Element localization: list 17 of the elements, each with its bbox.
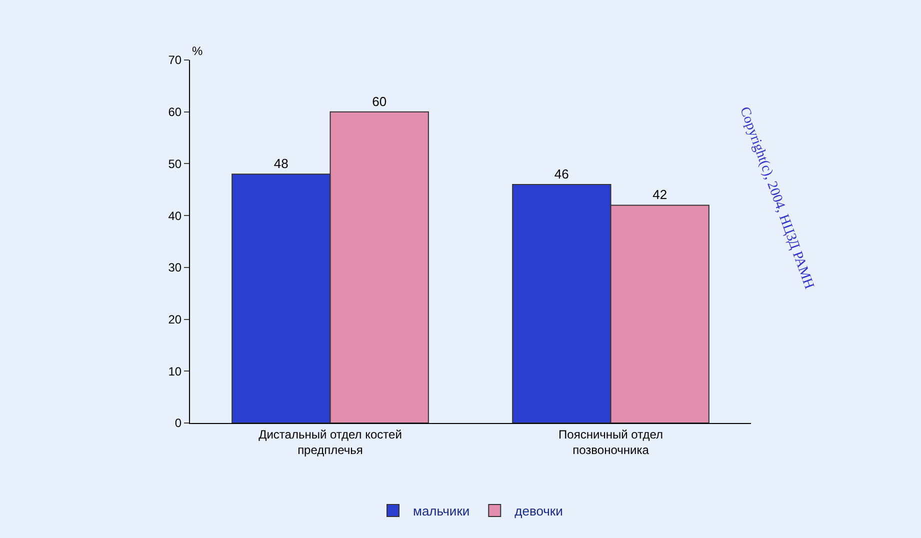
y-tick-label: 40 — [168, 208, 182, 223]
y-tick-label: 60 — [168, 105, 182, 120]
legend-label: девочки — [514, 504, 563, 519]
y-tick-label: 30 — [168, 260, 182, 275]
data-label: 42 — [652, 187, 668, 202]
data-label: 60 — [372, 94, 387, 109]
x-tick-label: Дистальный отдел костей предплечья — [258, 427, 402, 457]
y-tick-label: 20 — [168, 312, 182, 326]
data-label: 46 — [554, 166, 569, 182]
y-tick-label: 0 — [174, 416, 182, 430]
y-tick-label: 70 — [168, 53, 182, 68]
legend-label: мальчики — [413, 504, 470, 519]
x-tick-label: Поясничный отдел позвоночника — [558, 427, 663, 457]
y-axis-title: % — [192, 44, 203, 58]
y-tick-label: 50 — [168, 156, 182, 171]
y-tick-label: 10 — [168, 364, 182, 378]
data-label: 48 — [274, 156, 288, 172]
